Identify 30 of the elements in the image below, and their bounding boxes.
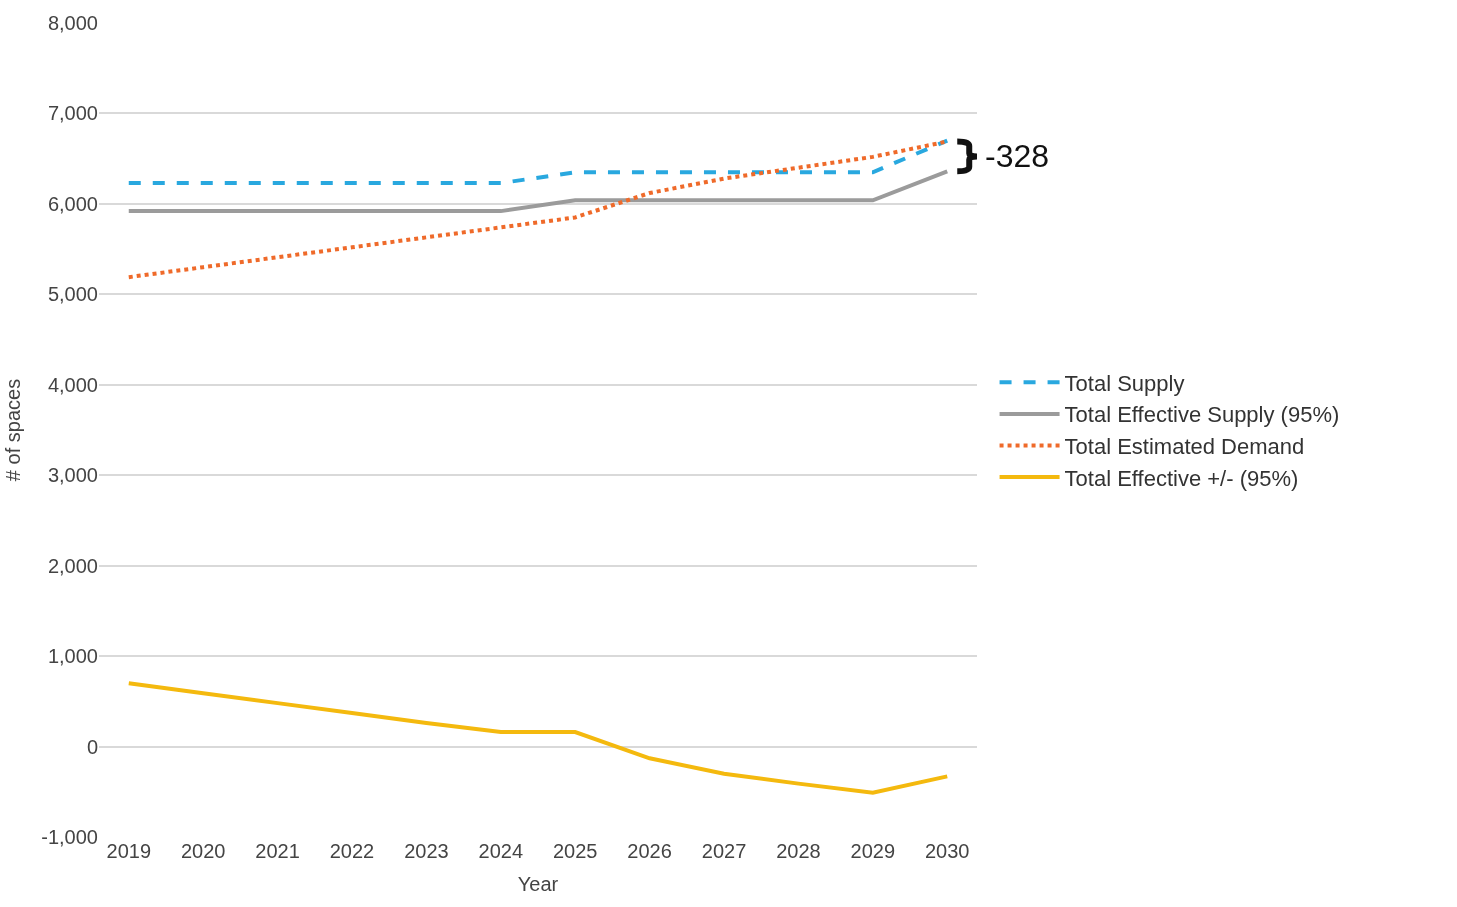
y-tick-label: 3,000 [47, 464, 98, 487]
y-tick-label: 2,000 [47, 554, 98, 577]
y-tick-label: 5,000 [47, 283, 98, 306]
line-series [126, 681, 950, 795]
y-tick-label: 4,000 [47, 373, 98, 396]
x-tick-label: 2030 [924, 840, 970, 862]
y-tick-label: 6,000 [47, 192, 98, 215]
x-tick-label: 2024 [478, 840, 524, 862]
y-tick-label: 8,000 [47, 12, 98, 34]
legend-label: Total Supply [1064, 370, 1185, 396]
x-tick-label: 2029 [850, 840, 896, 862]
legend-label: Total Effective +/- (95%) [1064, 465, 1299, 491]
y-tick-label: -1,000 [41, 826, 98, 848]
y-tick-label: 0 [86, 735, 98, 758]
x-axis-title: Year [517, 872, 559, 895]
x-tick-label: 2028 [776, 840, 821, 862]
text: -328 [985, 138, 1050, 174]
x-tick-label: 2020 [180, 840, 226, 862]
y-axis-title: # of spaces [1, 378, 24, 482]
x-tick-label: 2021 [255, 840, 300, 862]
x-tick-label: 2025 [552, 840, 598, 862]
y-tick-label: 1,000 [47, 645, 98, 668]
x-tick-label: 2019 [106, 840, 152, 862]
x-tick-label: 2027 [701, 840, 747, 862]
legend-label: Total Estimated Demand [1064, 434, 1305, 460]
legend-label: Total Effective Supply (95%) [1064, 402, 1340, 428]
x-tick-label: 2022 [329, 840, 375, 862]
x-tick-label: 2026 [627, 840, 672, 862]
x-tick-label: 2023 [404, 840, 449, 862]
y-tick-label: 7,000 [47, 102, 98, 125]
